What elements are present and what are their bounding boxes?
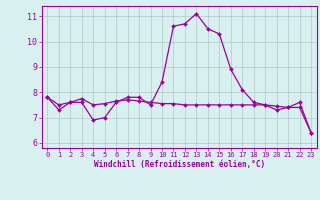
X-axis label: Windchill (Refroidissement éolien,°C): Windchill (Refroidissement éolien,°C) (94, 160, 265, 169)
